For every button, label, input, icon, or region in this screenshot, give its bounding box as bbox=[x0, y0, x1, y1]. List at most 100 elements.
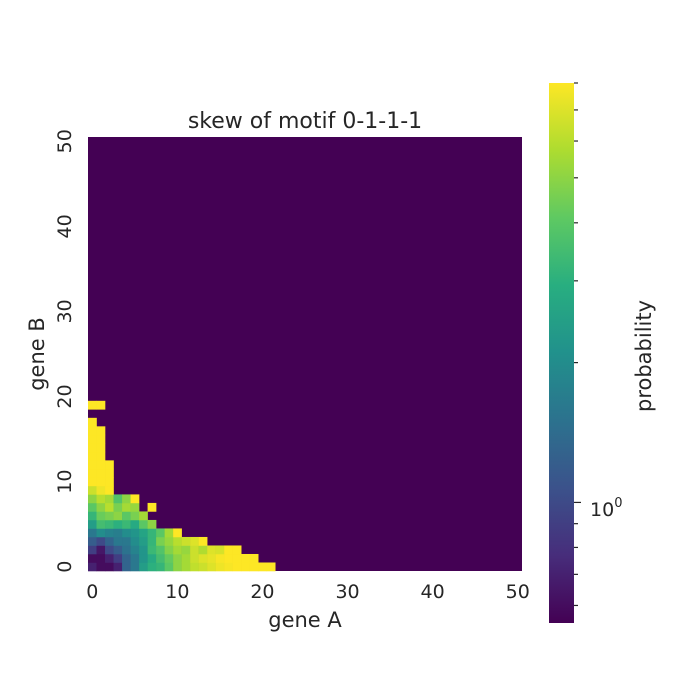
heatmap-cell bbox=[122, 511, 131, 521]
heatmap-cell bbox=[190, 562, 199, 572]
heatmap-cell bbox=[105, 460, 114, 470]
heatmap-cell bbox=[156, 562, 165, 572]
heatmap-cell bbox=[130, 511, 140, 521]
y-tick-label: 0 bbox=[54, 561, 76, 573]
heatmap-cell bbox=[198, 562, 208, 572]
heatmap-cell bbox=[96, 528, 106, 538]
heatmap-cell bbox=[173, 553, 182, 563]
colorbar-label: probability bbox=[632, 300, 656, 412]
heatmap-cell bbox=[156, 553, 165, 563]
heatmap-cell bbox=[88, 519, 97, 529]
heatmap-cell bbox=[139, 528, 148, 538]
heatmap-cell bbox=[173, 562, 182, 572]
heatmap-cell bbox=[122, 528, 131, 538]
heatmap-cell bbox=[96, 426, 106, 436]
heatmap-cell bbox=[156, 528, 165, 538]
heatmap-cell bbox=[96, 451, 106, 461]
heatmap-cell bbox=[88, 460, 97, 470]
heatmap-cell bbox=[130, 494, 140, 504]
heatmap-cell bbox=[130, 545, 140, 555]
heatmap-cell bbox=[156, 545, 165, 555]
heatmap-cell bbox=[147, 545, 157, 555]
heatmap-cell bbox=[105, 562, 114, 572]
heatmap-cell bbox=[198, 536, 208, 546]
heatmap-cell bbox=[147, 562, 157, 572]
heatmap-cell bbox=[147, 528, 157, 538]
heatmap-cell bbox=[241, 553, 250, 563]
heatmap-cell bbox=[96, 562, 106, 572]
heatmap-cell bbox=[232, 562, 242, 572]
heatmap-cell bbox=[88, 426, 97, 436]
heatmap-cell bbox=[173, 528, 182, 538]
x-axis-ticks: 0 10 20 30 40 50 bbox=[86, 581, 530, 603]
heatmap-cell bbox=[105, 528, 114, 538]
heatmap-cell bbox=[130, 553, 140, 563]
heatmap-cell bbox=[88, 434, 97, 444]
heatmap-cell bbox=[88, 477, 97, 487]
heatmap-cell bbox=[190, 545, 199, 555]
heatmap-cell bbox=[215, 562, 225, 572]
heatmap-cell bbox=[139, 536, 148, 546]
heatmap-cell bbox=[96, 443, 106, 453]
heatmap-cell bbox=[156, 536, 165, 546]
heatmap-cell bbox=[147, 519, 157, 529]
heatmap-cell bbox=[181, 562, 191, 572]
heatmap-cell bbox=[207, 545, 216, 555]
heatmap-cell bbox=[173, 536, 182, 546]
heatmap-cell bbox=[105, 477, 114, 487]
heatmap-cell bbox=[232, 553, 242, 563]
heatmap-cell bbox=[105, 519, 114, 529]
heatmap-cell bbox=[130, 536, 140, 546]
colorbar-tick-exponent: 0 bbox=[614, 496, 622, 511]
heatmap-cell bbox=[96, 477, 106, 487]
y-tick-label: 20 bbox=[54, 384, 76, 408]
heatmap-cell bbox=[105, 511, 114, 521]
heatmap-cell bbox=[122, 562, 131, 572]
heatmap-cell bbox=[113, 553, 123, 563]
heatmap-cell bbox=[122, 502, 131, 512]
colorbar-tick-label: 100 bbox=[590, 496, 622, 521]
heatmap-cell bbox=[88, 494, 97, 504]
heatmap-cell bbox=[122, 494, 131, 504]
heatmap-cell bbox=[88, 511, 97, 521]
heatmap-cell bbox=[88, 485, 97, 495]
heatmap-background bbox=[88, 137, 522, 571]
heatmap-cell bbox=[164, 528, 174, 538]
heatmap-cell bbox=[181, 536, 191, 546]
heatmap-cell bbox=[122, 519, 131, 529]
heatmap-plot-area bbox=[88, 137, 522, 572]
heatmap-cell bbox=[173, 545, 182, 555]
heatmap-cell bbox=[96, 468, 106, 478]
y-axis-label: gene B bbox=[25, 317, 49, 391]
heatmap-cell bbox=[130, 502, 140, 512]
heatmap-cell bbox=[105, 468, 114, 478]
heatmap-cell bbox=[122, 545, 131, 555]
heatmap-cell bbox=[88, 562, 97, 572]
heatmap-cell bbox=[130, 528, 140, 538]
heatmap-cell bbox=[88, 417, 97, 427]
heatmap-cell bbox=[147, 536, 157, 546]
x-tick-label: 0 bbox=[86, 581, 98, 603]
heatmap-cell bbox=[105, 553, 114, 563]
heatmap-cells bbox=[88, 400, 276, 572]
x-tick-label: 30 bbox=[335, 581, 359, 603]
x-tick-label: 10 bbox=[165, 581, 189, 603]
heatmap-cell bbox=[258, 562, 268, 572]
heatmap-cell bbox=[249, 553, 259, 563]
colorbar-ticks bbox=[574, 82, 581, 607]
heatmap-cell bbox=[96, 511, 106, 521]
heatmap-cell bbox=[113, 511, 123, 521]
heatmap-cell bbox=[105, 536, 114, 546]
heatmap-cell bbox=[88, 400, 97, 410]
y-tick-label: 50 bbox=[54, 129, 76, 153]
heatmap-cell bbox=[122, 536, 131, 546]
heatmap-cell bbox=[113, 502, 123, 512]
heatmap-cell bbox=[164, 545, 174, 555]
heatmap-cell bbox=[215, 545, 225, 555]
heatmap-cell bbox=[88, 443, 97, 453]
heatmap-cell bbox=[88, 528, 97, 538]
heatmap-cell bbox=[96, 536, 106, 546]
heatmap-cell bbox=[198, 553, 208, 563]
heatmap-cell bbox=[207, 553, 216, 563]
heatmap-cell bbox=[164, 536, 174, 546]
